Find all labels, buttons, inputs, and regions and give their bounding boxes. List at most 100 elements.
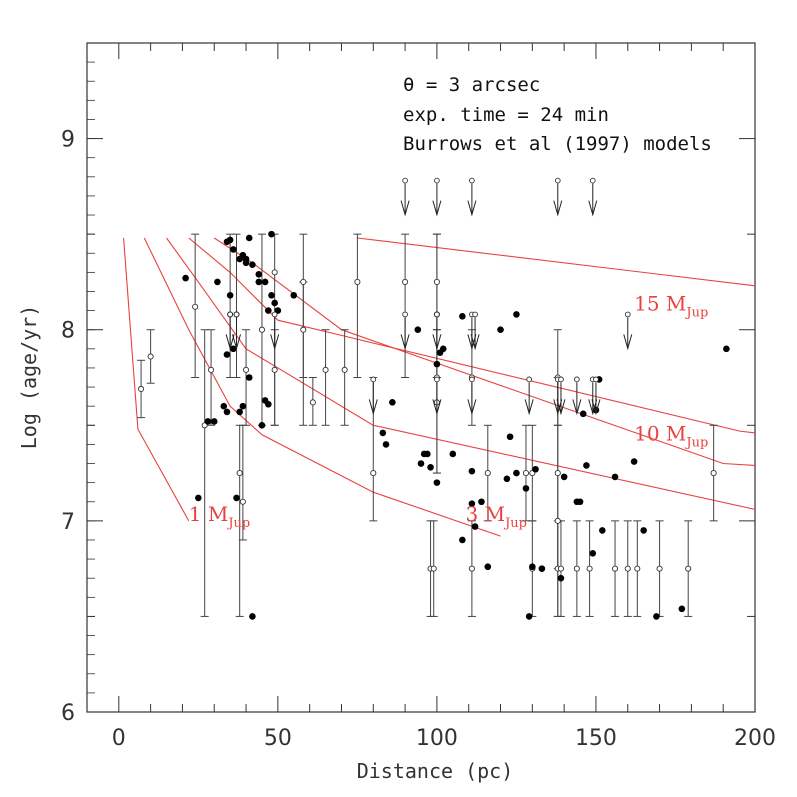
filled-point xyxy=(261,278,269,286)
filled-point xyxy=(242,255,250,263)
filled-point xyxy=(599,527,606,534)
filled-point xyxy=(611,473,619,481)
filled-point xyxy=(439,345,447,353)
upper-limit-point xyxy=(370,376,377,383)
upper-limit-arrowhead xyxy=(470,334,480,351)
filled-point xyxy=(290,292,298,299)
x-tick-label: 50 xyxy=(264,726,292,751)
filled-point xyxy=(459,313,466,320)
filled-point xyxy=(226,236,234,244)
open-point xyxy=(242,366,250,373)
error-bars xyxy=(137,233,718,617)
y-axis-label: Log (age/yr) xyxy=(17,305,41,450)
open-point xyxy=(468,565,475,572)
filled-point xyxy=(529,563,536,571)
upper-limit-arrowhead xyxy=(432,200,442,217)
filled-point xyxy=(653,613,660,620)
filled-point xyxy=(589,550,597,557)
upper-limit-point xyxy=(593,376,599,383)
curve-label: 15 MJup xyxy=(634,292,708,321)
open-point xyxy=(138,385,145,393)
upper-limit-arrowhead xyxy=(591,399,601,416)
upper-limit-point xyxy=(434,311,440,318)
filled-point xyxy=(640,527,647,534)
open-point xyxy=(430,565,437,572)
upper-limit-point xyxy=(434,376,440,383)
upper-limit-point xyxy=(402,177,408,184)
filled-point xyxy=(468,467,476,475)
open-point xyxy=(522,470,530,477)
open-point xyxy=(322,366,329,373)
upper-limit-arrowhead xyxy=(467,200,477,217)
filled-point xyxy=(513,469,520,477)
y-tick-label: 9 xyxy=(61,128,75,153)
filled-point xyxy=(497,326,504,334)
upper-limit-point xyxy=(233,311,240,318)
upper-limit-arrowhead xyxy=(400,334,410,351)
model-curve xyxy=(143,237,501,537)
open-point xyxy=(554,470,561,477)
model-curve xyxy=(188,237,756,434)
filled-point xyxy=(468,500,476,507)
filled-point xyxy=(389,399,396,406)
filled-point xyxy=(513,311,520,318)
upper-limit-point xyxy=(469,177,475,184)
upper-limit-arrowhead xyxy=(553,399,563,416)
upper-limit-point xyxy=(402,311,408,318)
filled-point xyxy=(265,307,272,314)
upper-limit-arrowhead xyxy=(467,399,477,416)
open-point xyxy=(710,470,717,477)
filled-point xyxy=(223,351,231,358)
upper-limit-point xyxy=(558,376,564,383)
upper-limit-point xyxy=(526,376,533,383)
x-tick-label: 150 xyxy=(575,726,617,751)
upper-limit-point xyxy=(271,311,278,318)
open-point xyxy=(611,565,619,572)
filled-point xyxy=(255,270,263,278)
upper-limit-point xyxy=(434,177,440,184)
open-point xyxy=(402,278,409,285)
filled-point xyxy=(258,421,266,429)
filled-point xyxy=(424,450,431,458)
filled-point xyxy=(678,605,686,613)
filled-point xyxy=(503,475,511,483)
upper-limit-arrows xyxy=(225,177,633,416)
upper-limit-arrowhead xyxy=(467,334,477,351)
upper-limit-arrowhead xyxy=(623,334,633,351)
open-point xyxy=(433,278,440,285)
model-curve xyxy=(357,237,756,287)
x-tick-label: 200 xyxy=(734,726,776,751)
upper-limit-arrowhead xyxy=(588,399,598,416)
x-tick-label: 100 xyxy=(416,726,458,751)
upper-limit-arrowhead xyxy=(400,200,410,217)
open-point xyxy=(634,565,641,572)
filled-point xyxy=(214,278,221,286)
upper-limit-point xyxy=(472,311,478,318)
filled-point xyxy=(630,458,638,465)
open-point xyxy=(271,269,278,276)
filled-point xyxy=(268,292,275,299)
open-point xyxy=(300,278,307,285)
filled-point xyxy=(239,402,247,410)
open-point xyxy=(271,366,278,373)
upper-limit-arrowhead xyxy=(270,334,280,351)
upper-limit-arrowhead xyxy=(432,334,442,351)
filled-point xyxy=(525,613,533,620)
filled-point xyxy=(723,345,730,353)
y-tick-label: 6 xyxy=(61,701,75,726)
filled-point xyxy=(379,429,387,437)
x-tick-label: 0 xyxy=(112,726,126,751)
annotation-models: Burrows et al (1997) models xyxy=(403,133,712,155)
open-point xyxy=(484,470,491,477)
x-axis-label: Distance (pc) xyxy=(357,759,514,783)
upper-limit-arrowhead xyxy=(524,399,534,416)
open-point xyxy=(586,565,593,572)
filled-point xyxy=(249,613,256,620)
open-point xyxy=(624,565,631,572)
annotation-exposure: exp. time = 24 min xyxy=(403,104,609,126)
upper-limit-arrowhead xyxy=(572,399,582,416)
filled-point xyxy=(204,418,212,425)
filled-point xyxy=(560,473,568,481)
upper-limit-arrowhead xyxy=(368,399,378,416)
